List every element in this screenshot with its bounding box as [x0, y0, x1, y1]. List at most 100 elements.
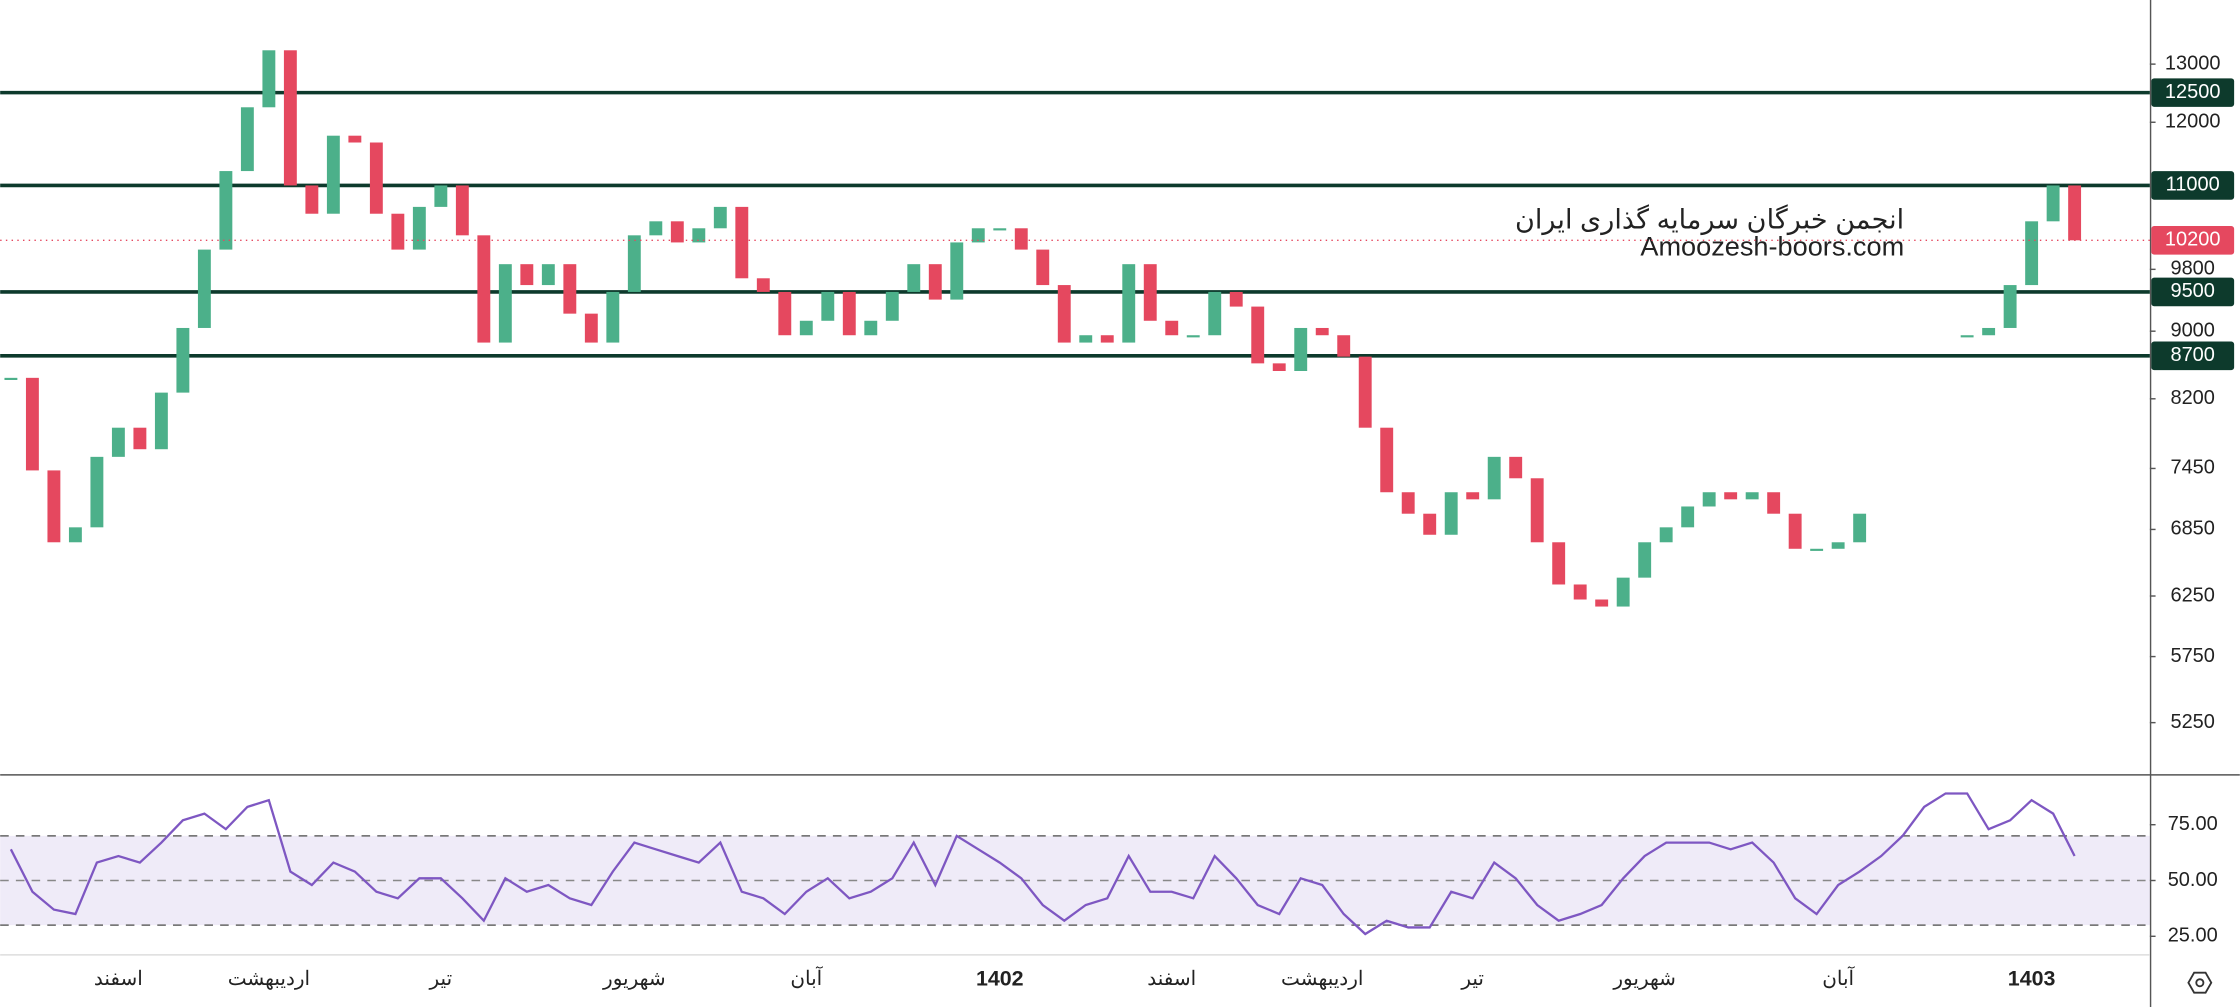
- candle: [133, 427, 147, 450]
- candle: [799, 320, 813, 336]
- candle: [1573, 584, 1587, 600]
- level-label: 12500: [2165, 81, 2221, 103]
- watermark-title: انجمن خبرگان سرمایه گذاری ایران: [1515, 204, 1904, 236]
- candle: [2025, 221, 2039, 286]
- settings-icon[interactable]: [2187, 971, 2213, 994]
- candle: [971, 228, 985, 243]
- candle: [1724, 492, 1738, 500]
- y-tick-label: 7450: [2170, 457, 2214, 479]
- x-tick-label: تیر: [429, 968, 453, 990]
- candle: [197, 249, 211, 328]
- candle: [842, 291, 856, 336]
- candle: [713, 206, 727, 229]
- level-label: 8700: [2170, 344, 2214, 366]
- candle: [993, 228, 1007, 231]
- candle: [735, 206, 749, 279]
- y-tick-label: 9000: [2170, 319, 2214, 341]
- candle: [627, 235, 641, 292]
- rsi-line: [9, 792, 2076, 936]
- price-label: 10200: [2165, 229, 2221, 251]
- candle: [1036, 249, 1050, 286]
- candle: [1208, 291, 1222, 336]
- rsi-y-tick-label: 50.00: [2168, 869, 2218, 891]
- candle: [219, 171, 233, 250]
- candle: [2068, 185, 2082, 241]
- candle: [563, 264, 577, 314]
- candle: [455, 185, 469, 236]
- candle: [176, 327, 190, 393]
- candle: [1509, 456, 1523, 479]
- candle: [649, 221, 663, 236]
- candle: [25, 377, 39, 471]
- candle: [4, 377, 18, 380]
- y-tick-label: 13000: [2165, 52, 2221, 74]
- x-tick-label: اردیبهشت: [1281, 968, 1363, 990]
- candle: [1595, 599, 1609, 607]
- candle: [778, 291, 792, 336]
- candle: [541, 264, 555, 286]
- candle: [1831, 542, 1845, 549]
- candle: [1767, 492, 1781, 514]
- level-badge: [2151, 277, 2235, 307]
- x-tick-label: شهریور: [602, 968, 666, 990]
- candle: [1466, 492, 1480, 500]
- candle: [154, 392, 168, 450]
- candle: [90, 456, 104, 528]
- candle: [1186, 335, 1200, 338]
- candle: [1423, 513, 1437, 535]
- candle: [670, 221, 684, 243]
- x-tick-label: شهریور: [1612, 968, 1676, 990]
- level-label: 9500: [2170, 280, 2214, 302]
- rsi-y-tick-label: 75.00: [2168, 813, 2218, 835]
- candle: [111, 427, 125, 457]
- x-tick-label: تیر: [1460, 968, 1484, 990]
- candle: [1014, 228, 1028, 250]
- candle: [1530, 478, 1544, 543]
- candle: [584, 313, 598, 343]
- candle: [326, 135, 340, 214]
- candle: [1616, 577, 1630, 607]
- candle: [1079, 335, 1093, 343]
- candle: [864, 320, 878, 336]
- x-tick-label: آبان: [1822, 966, 1855, 990]
- y-tick-label: 12000: [2165, 111, 2221, 133]
- candle: [1165, 320, 1179, 336]
- candle: [885, 291, 899, 321]
- candle: [477, 235, 491, 343]
- icon-hexagon: [2187, 971, 2213, 994]
- candle: [1143, 264, 1157, 321]
- candle: [1100, 335, 1114, 343]
- candle: [821, 291, 835, 321]
- candle: [692, 228, 706, 243]
- y-tick-label: 6850: [2170, 518, 2214, 540]
- y-tick-label: 8200: [2170, 387, 2214, 409]
- y-tick-label: 5750: [2170, 645, 2214, 667]
- candle: [240, 107, 254, 172]
- level-badge: [2151, 341, 2235, 371]
- candle: [520, 264, 534, 286]
- candle: [1337, 335, 1351, 357]
- candle: [1057, 285, 1071, 343]
- candle: [1659, 527, 1673, 543]
- candle: [1982, 327, 1996, 336]
- x-tick-label: آبان: [790, 966, 823, 990]
- candle: [434, 185, 448, 207]
- candle: [1380, 427, 1394, 493]
- candle: [1358, 356, 1372, 428]
- candle: [1552, 542, 1566, 585]
- level-badge: [2151, 78, 2235, 107]
- candle: [68, 527, 82, 543]
- candle: [1745, 492, 1759, 500]
- watermark-url: Amoozesh-boors.com: [1640, 231, 1904, 262]
- x-tick-label: 1402: [976, 967, 1024, 991]
- candle: [756, 278, 770, 292]
- candle: [283, 50, 297, 186]
- x-tick-label: اسفند: [1147, 968, 1196, 990]
- candle: [2003, 285, 2017, 328]
- candle: [1638, 542, 1652, 578]
- candle: [412, 206, 426, 250]
- candle: [305, 185, 319, 214]
- candle: [1229, 291, 1243, 307]
